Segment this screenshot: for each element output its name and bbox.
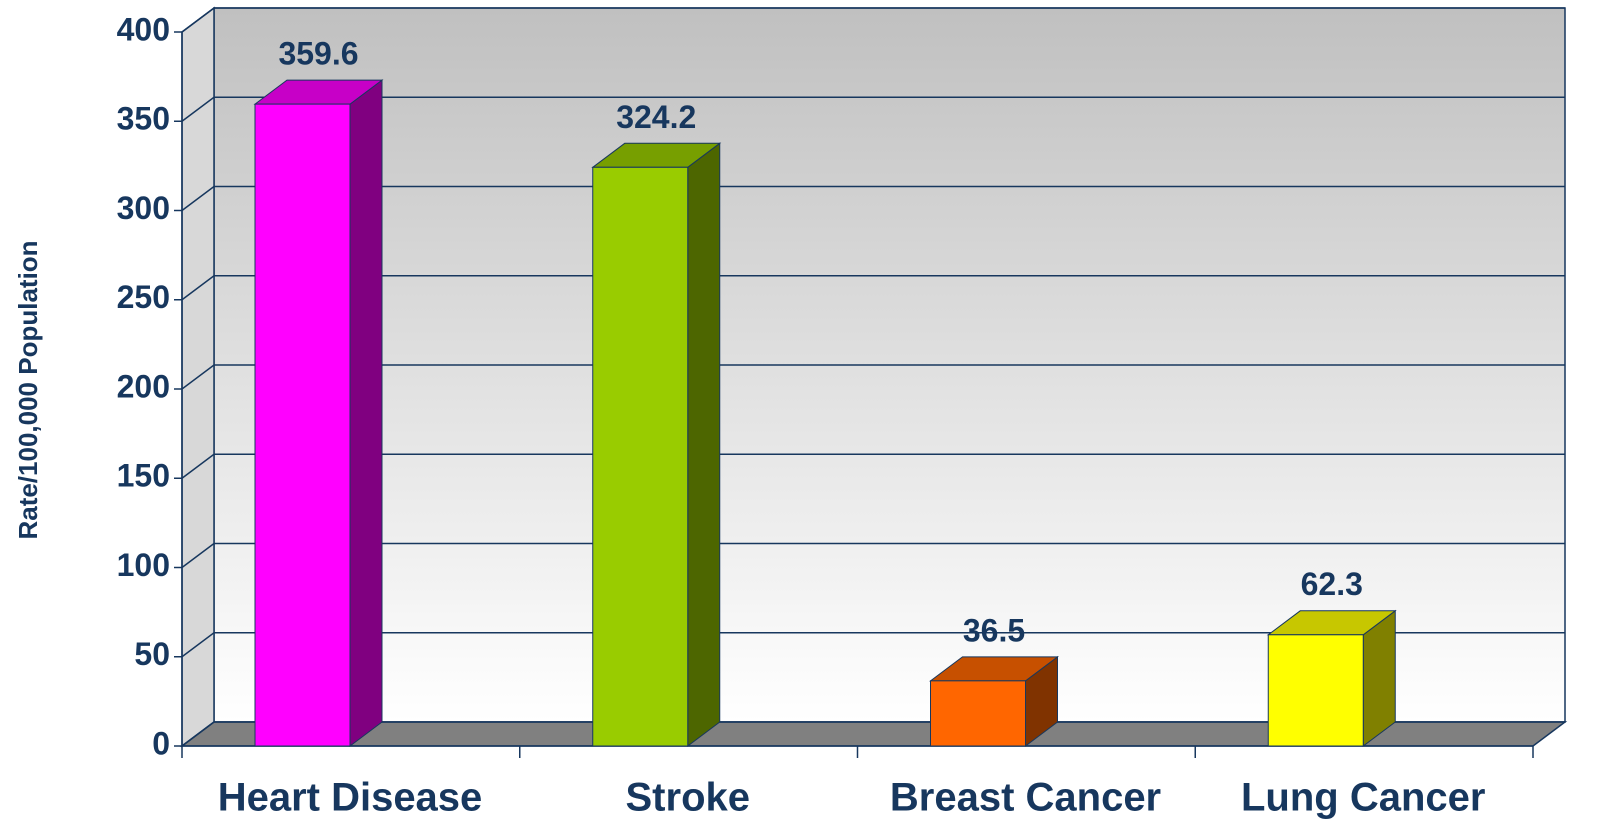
y-axis-label: Rate/100,000 Population <box>13 240 43 539</box>
data-label: 62.3 <box>1301 566 1363 602</box>
x-tick-label: Stroke <box>626 776 751 820</box>
grid-line <box>181 7 1565 33</box>
bar <box>592 166 689 747</box>
y-tick-label: 150 <box>117 458 170 494</box>
grid-line <box>181 96 1565 122</box>
y-tick-label: 400 <box>117 11 170 47</box>
grid-line <box>181 721 1565 747</box>
bar <box>930 680 1026 747</box>
y-tick-label: 50 <box>134 636 170 672</box>
data-label: 359.6 <box>278 36 358 72</box>
data-label: 36.5 <box>963 612 1025 648</box>
y-tick-label: 0 <box>152 725 170 761</box>
x-tick-label: Lung Cancer <box>1241 776 1485 820</box>
y-tick-label: 250 <box>117 279 170 315</box>
grid-line <box>181 632 1565 658</box>
bar <box>1267 634 1364 747</box>
x-tick-label: Heart Disease <box>218 776 483 820</box>
bar-side <box>349 79 383 747</box>
grid-line <box>181 275 1565 301</box>
y-tick-label: 350 <box>117 101 170 137</box>
grid-line <box>181 542 1565 569</box>
bar-side <box>687 142 721 747</box>
grid-line <box>181 364 1565 390</box>
y-tick-label: 100 <box>117 547 170 583</box>
data-label: 324.2 <box>616 99 696 135</box>
bar <box>254 103 351 747</box>
grid-line <box>181 453 1565 479</box>
x-tick-label: Breast Cancer <box>890 776 1161 820</box>
grid-line <box>181 185 1565 212</box>
y-tick-label: 300 <box>117 190 170 226</box>
y-tick-label: 200 <box>117 368 170 404</box>
